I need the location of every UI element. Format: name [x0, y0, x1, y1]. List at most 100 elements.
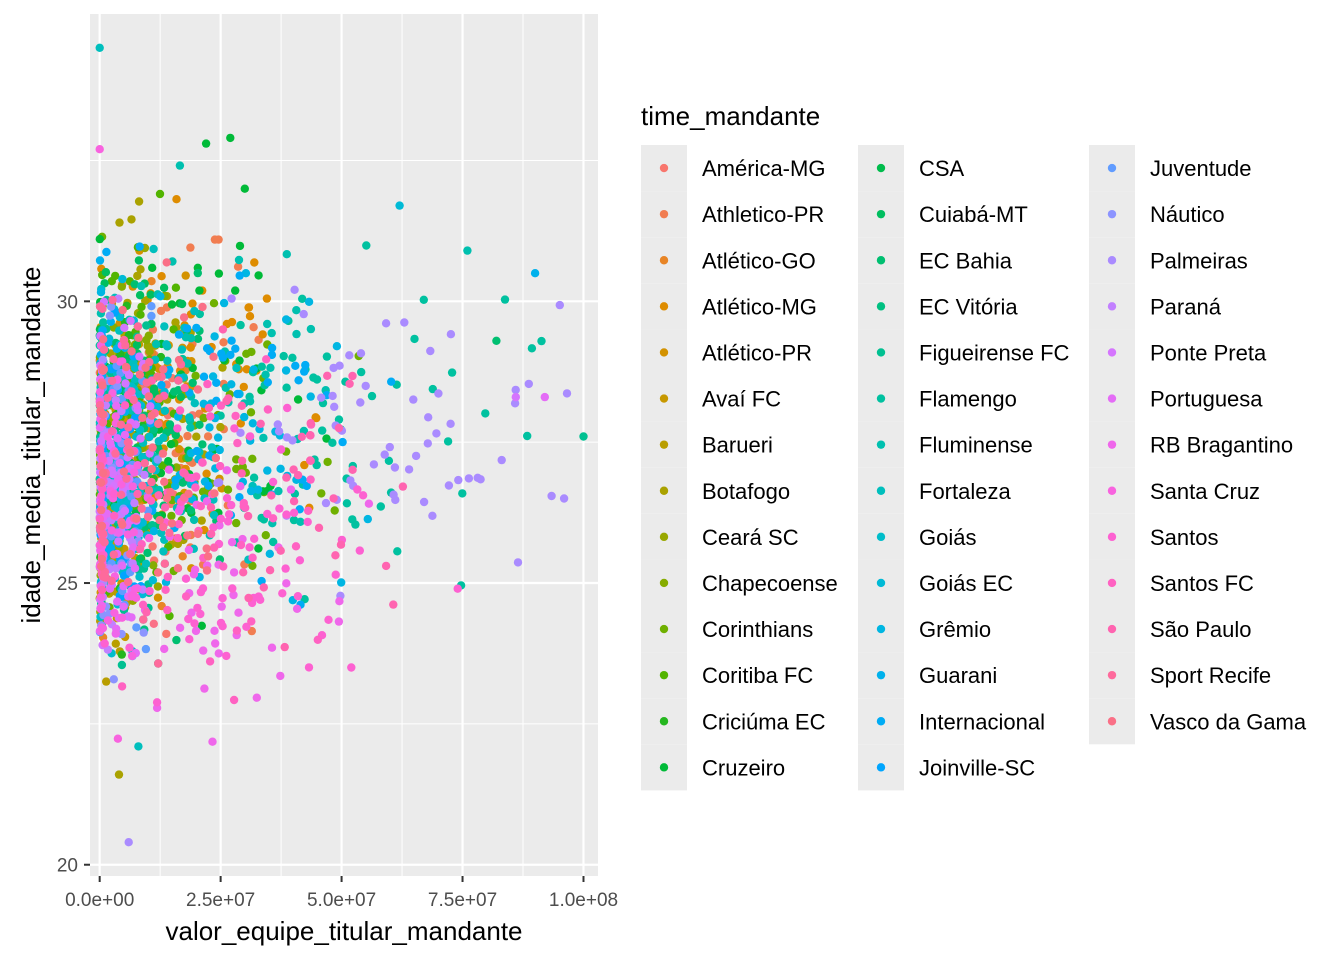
legend-swatch — [876, 717, 886, 726]
data-point — [323, 457, 332, 467]
data-point — [165, 528, 174, 538]
data-point — [214, 649, 223, 658]
data-point — [266, 363, 275, 372]
data-point — [250, 534, 259, 543]
data-point — [353, 485, 362, 494]
legend-swatch — [659, 209, 669, 219]
data-point — [282, 315, 291, 324]
data-point — [248, 553, 257, 562]
data-point — [145, 432, 154, 442]
data-point — [96, 462, 105, 471]
data-point — [276, 546, 285, 555]
data-point — [159, 283, 169, 292]
data-point — [390, 463, 400, 472]
data-point — [205, 451, 214, 460]
data-point — [178, 478, 187, 487]
data-point — [158, 522, 168, 532]
data-point — [330, 506, 339, 515]
data-point — [274, 427, 284, 436]
data-point — [119, 467, 129, 476]
legend-label: Atlético-PR — [702, 340, 812, 365]
data-point — [193, 268, 202, 278]
data-point — [345, 351, 354, 360]
data-point — [227, 294, 236, 303]
data-point — [198, 584, 208, 593]
data-point — [193, 334, 203, 343]
legend-label: Cuiabá-MT — [919, 202, 1028, 227]
data-point — [95, 234, 105, 244]
data-point — [273, 420, 282, 429]
data-point — [296, 517, 305, 526]
data-point — [250, 258, 259, 267]
legend-label: São Paulo — [1150, 617, 1252, 642]
data-point — [166, 440, 176, 449]
data-point — [117, 282, 127, 291]
data-point — [147, 464, 156, 474]
legend-label: EC Bahia — [919, 248, 1013, 273]
data-point — [119, 571, 129, 580]
data-point — [223, 485, 233, 494]
data-point — [155, 189, 165, 199]
data-point — [109, 675, 119, 684]
data-point — [329, 494, 338, 503]
data-point — [135, 572, 144, 581]
data-point — [263, 405, 273, 414]
data-point — [216, 422, 225, 432]
data-point — [214, 478, 224, 487]
data-point — [216, 618, 226, 628]
legend-label: Cruzeiro — [702, 755, 785, 780]
legend-swatch — [876, 302, 886, 311]
data-point — [184, 489, 193, 498]
data-point — [97, 485, 107, 494]
data-point — [492, 336, 501, 345]
data-point — [335, 361, 344, 370]
data-point — [203, 432, 213, 441]
legend-swatch — [876, 578, 886, 588]
data-point — [171, 283, 181, 292]
data-point — [199, 646, 208, 655]
data-point — [183, 431, 192, 441]
data-point — [323, 371, 332, 380]
data-point — [289, 515, 299, 525]
data-point — [229, 568, 239, 577]
data-point — [144, 486, 154, 495]
data-point — [362, 241, 371, 250]
data-point — [129, 543, 138, 552]
legend-swatch — [659, 302, 669, 311]
data-point — [177, 345, 187, 354]
data-point — [306, 475, 315, 484]
data-point — [261, 531, 270, 540]
data-point — [144, 392, 153, 401]
data-point — [245, 312, 255, 321]
data-point — [165, 420, 175, 429]
legend-swatch — [876, 670, 886, 680]
data-point — [195, 286, 204, 295]
legend-swatch — [876, 532, 886, 542]
data-point — [157, 380, 166, 390]
data-point — [95, 145, 104, 154]
data-point — [289, 465, 298, 474]
legend-label: Palmeiras — [1150, 248, 1248, 273]
data-point — [235, 241, 245, 251]
legend-label: Barueri — [702, 433, 773, 458]
data-point — [130, 584, 140, 594]
data-point — [141, 644, 151, 654]
data-point — [190, 565, 200, 574]
data-point — [173, 564, 183, 573]
data-point — [241, 503, 250, 512]
data-point — [153, 568, 163, 577]
data-point — [147, 411, 156, 420]
data-point — [345, 379, 354, 388]
legend-label: Joinville-SC — [919, 755, 1035, 780]
data-point — [174, 520, 183, 529]
data-point — [245, 397, 255, 406]
legend-swatch — [876, 624, 886, 634]
data-point — [113, 381, 122, 391]
data-point — [103, 616, 113, 625]
data-point — [304, 663, 314, 672]
data-point — [209, 523, 218, 532]
data-point — [130, 280, 139, 289]
legend-label: Náutico — [1150, 202, 1225, 227]
data-point — [98, 381, 107, 390]
